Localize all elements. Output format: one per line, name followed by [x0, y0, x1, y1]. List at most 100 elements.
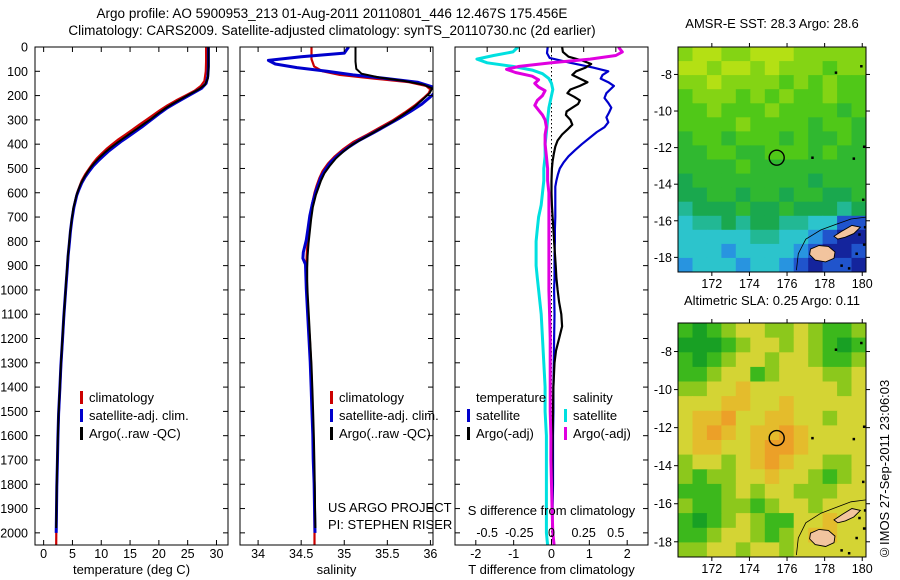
map-cell: [721, 257, 737, 273]
map-cell: [721, 47, 737, 62]
map-cell: [851, 323, 867, 339]
map-cell: [851, 145, 867, 160]
map-cell: [692, 117, 708, 132]
map-cell: [721, 243, 737, 259]
map-cell: [837, 131, 853, 146]
map-cell: [764, 131, 780, 146]
map-cell: [851, 513, 867, 529]
map-cell: [735, 61, 751, 76]
tick-label: 30: [210, 547, 224, 561]
map-cell: [793, 215, 809, 231]
land-island: [833, 508, 862, 524]
map-cell: [678, 257, 693, 273]
map-cell: [692, 61, 708, 76]
difference_profile: -2 -1 0 1 2 -0.5 -0.25 0 0.25 0.5: [454, 46, 649, 561]
map-cell: [706, 366, 722, 382]
map-cell: [779, 352, 795, 368]
map-cell: [779, 323, 795, 339]
map-cell: [764, 173, 780, 189]
map-cell: [837, 483, 853, 499]
tick-label: -2: [470, 547, 481, 561]
map-cell: [692, 498, 708, 514]
map-cell: [706, 323, 722, 339]
map-cell: [837, 47, 853, 62]
map-cell: [692, 527, 708, 543]
map-cell: [764, 381, 780, 397]
map-cell: [764, 145, 780, 160]
map-cell: [706, 173, 722, 189]
legend-item-satellite-adj: satellite-adj. clim.: [80, 407, 189, 425]
map-cell: [692, 483, 708, 499]
map-cell: [822, 513, 838, 529]
map-cell: [779, 337, 795, 353]
map-cell: [822, 187, 838, 203]
map-cell: [735, 440, 751, 456]
tick-label: -14: [654, 459, 672, 473]
legend-item-argo-raw: Argo(..raw -QC): [330, 425, 439, 443]
map-cell: [750, 483, 766, 499]
map-cell: [750, 257, 766, 273]
map-cell: [735, 513, 751, 529]
map-cell: [721, 103, 737, 118]
map-cell: [793, 542, 809, 558]
legend-item-satellite-adj: satellite-adj. clim.: [330, 407, 439, 425]
map-cell: [808, 201, 824, 217]
map-cell: [750, 61, 766, 76]
map-cell: [793, 243, 809, 259]
map-cell: [779, 542, 795, 558]
map-cell: [851, 366, 867, 382]
map-cell: [793, 498, 809, 514]
map-cell: [793, 47, 809, 62]
series-t_argo: [550, 47, 593, 528]
map-cell: [706, 103, 722, 118]
map-cell: [793, 229, 809, 245]
map-cell: [692, 366, 708, 382]
tick-label: 1000: [0, 283, 28, 297]
map-cell: [721, 352, 737, 368]
tick-label: -16: [654, 497, 672, 511]
map-cell: [779, 469, 795, 485]
map-cell: [822, 366, 838, 382]
map-cell: [721, 527, 737, 543]
map-cell: [808, 498, 824, 514]
tick-label: 15: [123, 547, 137, 561]
series-s_argo: [505, 47, 624, 545]
map-cell: [750, 527, 766, 543]
map-cell: [808, 89, 824, 104]
legend-header-salinity: salinity: [573, 390, 613, 405]
map-cell: [678, 103, 693, 118]
map-cell: [735, 366, 751, 382]
map-cell: [678, 173, 693, 189]
tick-label: -8: [661, 68, 672, 82]
map-cell: [706, 513, 722, 529]
series-argo_raw: [55, 47, 210, 529]
map-cell: [764, 75, 780, 90]
map-cell: [692, 454, 708, 470]
map-cell: [692, 513, 708, 529]
map-cell: [764, 323, 780, 339]
map-cell: [822, 352, 838, 368]
map-cell: [750, 47, 766, 62]
map-cell: [793, 131, 809, 146]
map-cell: [721, 425, 737, 441]
map-cell: [779, 117, 795, 132]
map-cell: [822, 47, 838, 62]
map-cell: [692, 396, 708, 412]
tick-label: 300: [7, 113, 28, 127]
tick-label: 0: [548, 547, 555, 561]
tick-label: 1200: [0, 332, 28, 346]
tick-label: 180: [852, 277, 873, 291]
map-cell: [779, 215, 795, 231]
map-cell: [678, 47, 693, 62]
argo-position-marker: [768, 149, 785, 166]
islet-dot: [863, 509, 867, 512]
map-cell: [793, 187, 809, 203]
salinity-legend: climatology satellite-adj. clim. Argo(..…: [330, 389, 439, 443]
map-cell: [851, 173, 867, 189]
map-cell: [721, 187, 737, 203]
land-island: [809, 528, 836, 547]
map-cell: [692, 89, 708, 104]
map-cell: [793, 89, 809, 104]
map-cell: [706, 145, 722, 160]
project-annotation-line1: US ARGO PROJECT: [328, 500, 452, 515]
